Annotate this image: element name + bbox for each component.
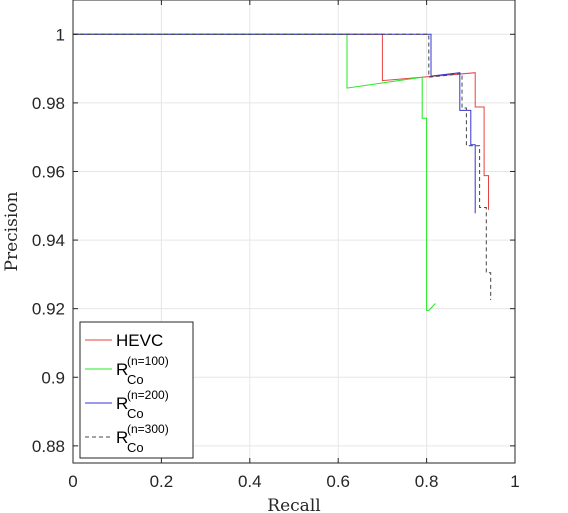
x-tick-label: 0.8 xyxy=(415,472,439,491)
legend-label-3-sup: (n=200) xyxy=(127,388,169,402)
x-tick-label: 1 xyxy=(510,472,519,491)
series-line-2 xyxy=(73,33,436,311)
y-tick-label: 0.88 xyxy=(32,437,65,456)
y-tick-label: 0.92 xyxy=(32,300,65,319)
y-tick-label: 0.98 xyxy=(32,94,65,113)
x-tick-label: 0.4 xyxy=(238,472,262,491)
legend-label-2-sup: (n=100) xyxy=(127,354,169,368)
series-line-3 xyxy=(73,33,476,214)
legend-label-3-sub: Co xyxy=(127,406,144,421)
x-tick-label: 0.2 xyxy=(150,472,174,491)
series-line-1 xyxy=(73,33,489,210)
y-tick-label: 0.96 xyxy=(32,162,65,181)
series-lines xyxy=(73,33,492,311)
y-axis-title: Precision xyxy=(2,191,22,271)
y-tick-label: 0.94 xyxy=(32,231,65,250)
legend-label-4-sub: Co xyxy=(127,440,144,455)
x-tick-label: 0 xyxy=(68,472,77,491)
legend-label-2-sub: Co xyxy=(127,372,144,387)
axes-box xyxy=(72,0,516,464)
legend-label-1: HEVC xyxy=(116,331,163,350)
y-tick-label: 1 xyxy=(56,25,65,44)
legend-label-2-base: R xyxy=(116,360,128,379)
axes: 0 0.2 0.4 0.6 0.8 1 0.88 0.9 0.92 0.94 0.96 0.98 1 Re… xyxy=(2,0,520,513)
legend-label-4-sup: (n=300) xyxy=(127,422,169,436)
x-axis-title: Recall xyxy=(267,496,320,513)
legend-box xyxy=(79,321,194,459)
x-tick-label: 0.6 xyxy=(326,472,350,491)
y-tick-label: 0.9 xyxy=(41,368,65,387)
legend-label-3-base: R xyxy=(116,394,128,413)
legend-label-4-base: R xyxy=(116,428,128,447)
